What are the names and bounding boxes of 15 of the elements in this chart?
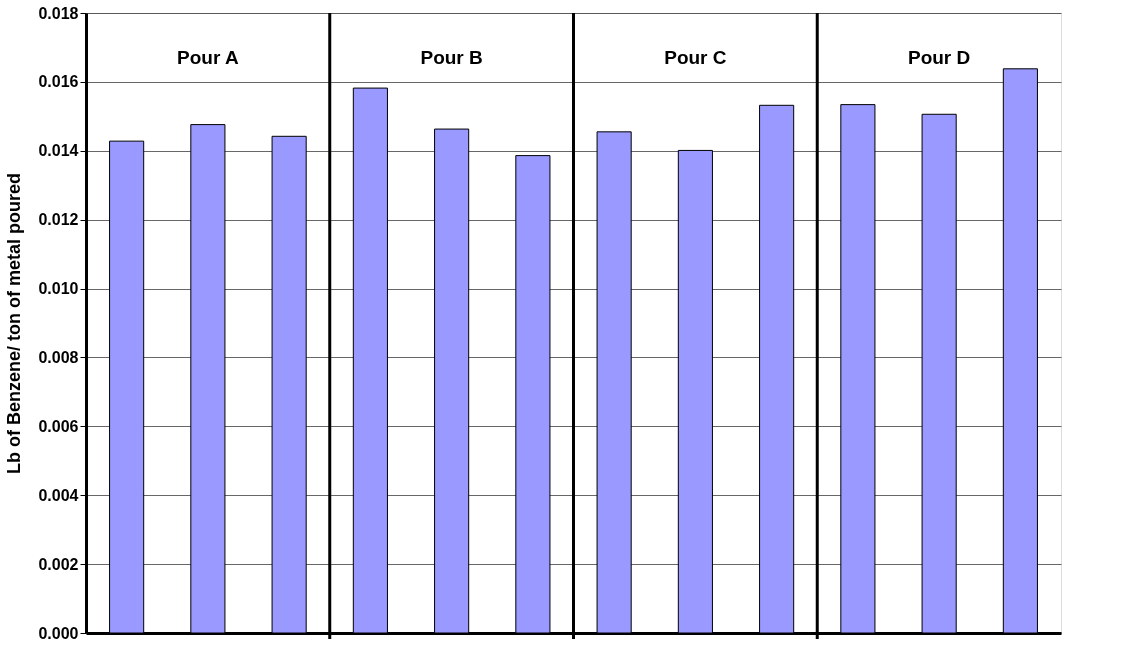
y-tick-label: 0.012 [38,211,79,229]
y-tick-label: 0.010 [38,280,79,298]
y-tick-label: 0.004 [38,486,79,504]
y-tick-label: 0.018 [38,4,79,22]
y-tick-label: 0.016 [38,73,79,91]
y-tick-label: 0.000 [38,624,79,642]
y-tick-label: 0.014 [38,142,79,160]
y-axis-title: Lb of Benzene/ ton of metal poured [4,173,25,474]
y-tick-label: 0.008 [38,348,79,366]
y-tick-label: 0.006 [38,417,79,435]
annotation: Pour D [907,47,971,68]
annotation: Pour A [177,47,239,68]
annotation: Pour C [664,47,727,68]
annotation: Pour B [420,47,483,68]
y-tick-label: 0.002 [38,555,79,573]
